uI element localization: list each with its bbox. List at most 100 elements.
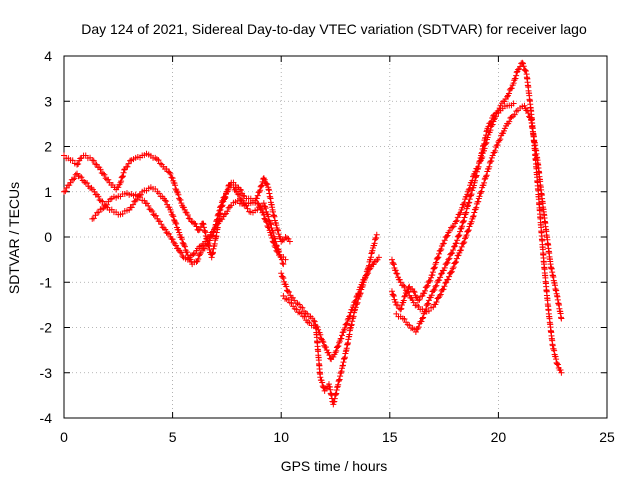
data-point-marker (520, 60, 527, 67)
data-point-marker (280, 261, 287, 268)
data-point-marker (477, 189, 484, 196)
data-point-marker (494, 142, 501, 149)
series-trace-g (388, 102, 565, 322)
data-point-marker (186, 215, 193, 222)
data-point-marker (344, 320, 351, 327)
data-point-marker (221, 194, 228, 201)
data-point-marker (468, 218, 475, 225)
data-point-marker (466, 223, 473, 230)
data-point-marker (388, 256, 395, 263)
data-point-marker (213, 221, 220, 228)
data-point-marker (132, 197, 139, 204)
data-point-marker (424, 282, 431, 289)
data-point-marker (496, 137, 503, 144)
data-point-marker (235, 191, 242, 198)
data-point-marker (420, 314, 427, 321)
data-point-marker (373, 234, 380, 241)
data-point-marker (450, 246, 457, 253)
data-point-marker (262, 203, 269, 210)
data-point-marker (221, 211, 228, 218)
data-point-marker (299, 304, 306, 311)
data-point-marker (390, 260, 397, 267)
data-point-marker (437, 274, 444, 281)
data-point-marker (474, 168, 481, 175)
data-point-marker (275, 227, 282, 234)
data-point-marker (275, 231, 282, 238)
data-point-marker (166, 231, 173, 238)
data-point-marker (355, 293, 362, 300)
data-point-marker (361, 276, 368, 283)
data-point-marker (434, 255, 441, 262)
data-point-marker (473, 172, 480, 179)
data-point-marker (405, 289, 412, 296)
data-point-marker (169, 236, 176, 243)
data-point-marker (437, 247, 444, 254)
data-point-marker (457, 225, 464, 232)
data-point-marker (301, 313, 308, 320)
data-point-marker (342, 321, 349, 328)
data-point-marker (511, 111, 518, 118)
data-point-marker (273, 243, 280, 250)
data-point-marker (133, 196, 140, 203)
data-point-marker (211, 226, 218, 233)
data-point-marker (453, 258, 460, 265)
x-tick-label: 15 (382, 429, 398, 445)
data-point-marker (224, 208, 231, 215)
data-point-marker (404, 288, 411, 295)
data-point-marker (397, 279, 404, 286)
data-point-marker (409, 297, 416, 304)
data-point-marker (262, 218, 269, 225)
data-point-marker (521, 102, 528, 109)
data-point-marker (125, 160, 132, 167)
data-point-marker (453, 255, 460, 262)
data-point-marker (504, 93, 511, 100)
data-point-marker (91, 188, 98, 195)
data-point-marker (236, 186, 243, 193)
data-point-marker (525, 110, 532, 117)
data-point-marker (411, 289, 418, 296)
data-point-marker (487, 119, 494, 126)
data-point-marker (265, 213, 272, 220)
data-point-marker (424, 301, 431, 308)
axis-ticks (63, 55, 608, 419)
data-point-marker (393, 270, 400, 277)
data-point-marker (478, 150, 485, 157)
data-point-marker (446, 273, 453, 280)
data-point-marker (466, 199, 473, 206)
data-point-marker (453, 217, 460, 224)
x-tick-label: 20 (491, 429, 507, 445)
data-point-marker (483, 172, 490, 179)
data-point-marker (177, 197, 184, 204)
data-point-marker (278, 256, 285, 263)
data-point-marker (63, 184, 70, 191)
data-point-marker (97, 166, 104, 173)
data-point-marker (274, 226, 281, 233)
data-point-marker (234, 191, 241, 198)
data-point-marker (318, 335, 325, 342)
data-point-marker (206, 246, 213, 253)
data-point-marker (278, 270, 285, 277)
data-point-marker (460, 217, 467, 224)
data-point-marker (449, 224, 456, 231)
data-point-marker (333, 347, 340, 354)
data-point-marker (172, 219, 179, 226)
data-point-marker (473, 173, 480, 180)
data-point-marker (459, 223, 466, 230)
data-point-marker (317, 374, 324, 381)
data-point-marker (222, 193, 229, 200)
data-point-marker (196, 251, 203, 258)
data-point-marker (99, 198, 106, 205)
data-point-marker (219, 216, 226, 223)
data-point-marker (460, 218, 467, 225)
data-point-marker (460, 201, 467, 208)
data-marks (61, 59, 565, 408)
data-point-marker (558, 315, 565, 322)
data-point-marker (375, 254, 382, 261)
y-tick-label: 0 (44, 229, 52, 245)
data-point-marker (70, 176, 77, 183)
data-point-marker (157, 218, 164, 225)
data-point-marker (469, 213, 476, 220)
data-point-marker (443, 233, 450, 240)
data-point-marker (440, 286, 447, 293)
data-point-marker (169, 211, 176, 218)
